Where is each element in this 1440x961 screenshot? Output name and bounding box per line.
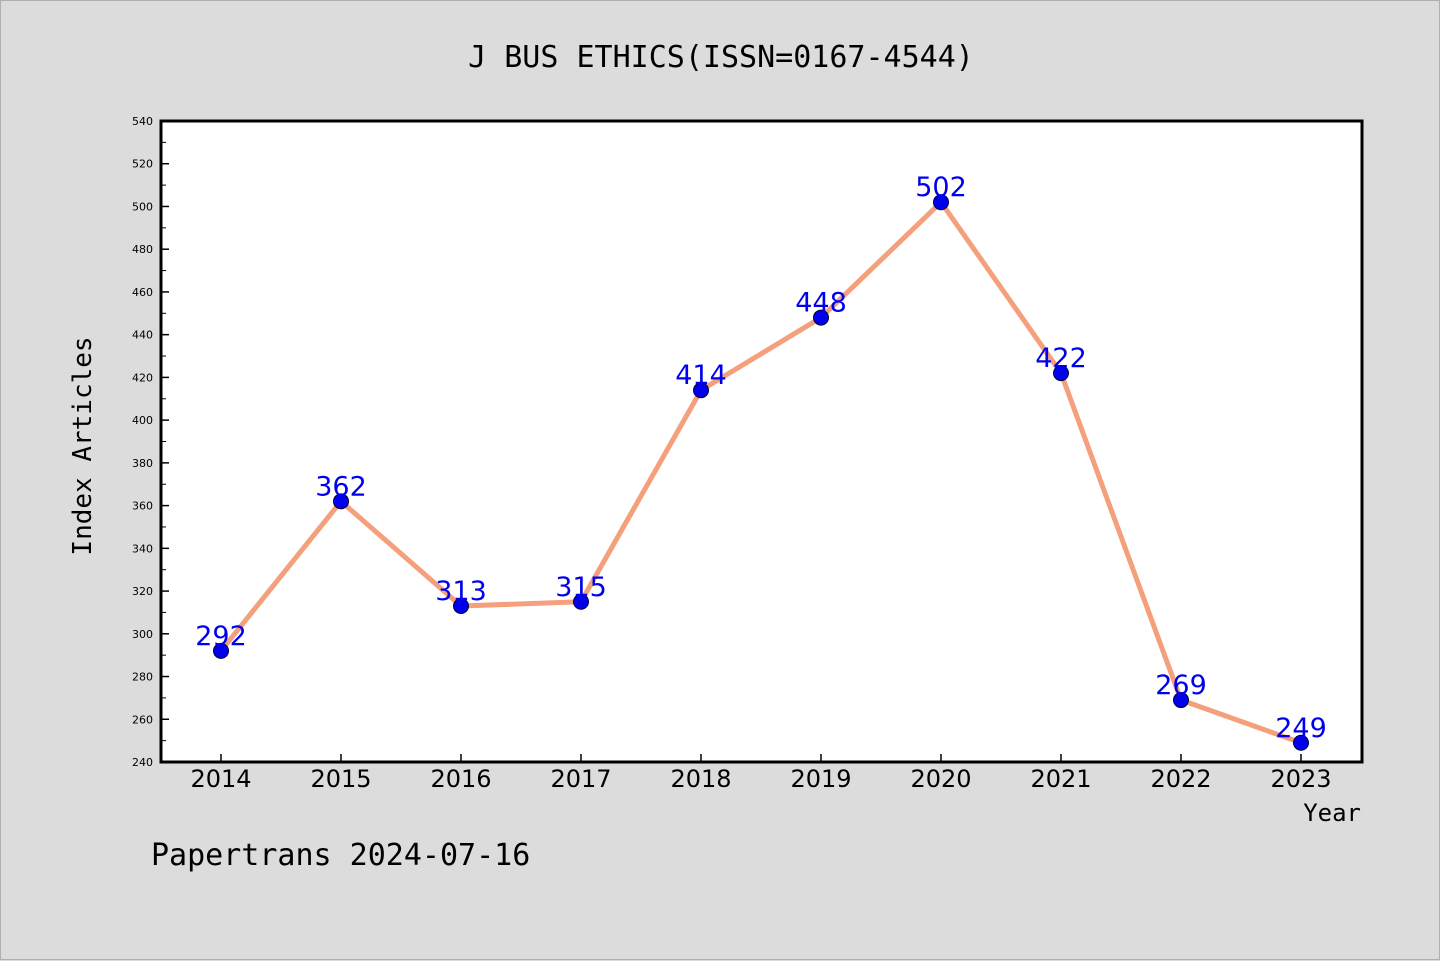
x-tick-label: 2019 xyxy=(790,765,851,793)
data-point xyxy=(333,493,349,510)
y-tick-label: 240 xyxy=(132,756,153,769)
data-point xyxy=(1053,365,1069,382)
data-label: 502 xyxy=(915,172,967,203)
y-tick-label: 280 xyxy=(132,671,153,684)
y-axis: 240 260 280 300 320 340 360 380 400 420 440 460 480 5… xyxy=(132,115,169,769)
data-label: 292 xyxy=(195,621,247,652)
y-tick-label: 540 xyxy=(132,115,153,128)
x-tick-label: 2014 xyxy=(190,765,251,793)
data-point xyxy=(453,598,469,615)
data-point xyxy=(693,382,709,399)
footer-stamp: Papertrans 2024-07-16 xyxy=(151,838,530,873)
data-labels: 292 362 313 315 414 448 502 422 269 249 xyxy=(195,172,1327,744)
data-point xyxy=(1173,692,1189,709)
y-tick-label: 500 xyxy=(132,200,153,213)
x-tick-label: 2020 xyxy=(910,765,971,793)
y-tick-label: 480 xyxy=(132,243,153,256)
plot-area xyxy=(159,119,1364,764)
data-label: 422 xyxy=(1035,343,1087,374)
x-axis-label: Year xyxy=(1303,799,1361,827)
data-label: 313 xyxy=(435,576,487,607)
x-tick-label: 2017 xyxy=(550,765,611,793)
series-line xyxy=(218,199,1304,746)
y-axis-label: Index Articles xyxy=(68,336,98,555)
y-tick-label: 460 xyxy=(132,286,153,299)
data-point xyxy=(213,642,229,659)
x-tick-label: 2021 xyxy=(1030,765,1091,793)
y-tick-label: 520 xyxy=(132,158,153,171)
data-point xyxy=(1293,734,1309,751)
data-label: 362 xyxy=(315,471,367,502)
data-label: 448 xyxy=(795,288,847,319)
x-tick-label: 2016 xyxy=(430,765,491,793)
x-tick-label: 2015 xyxy=(310,765,371,793)
data-point xyxy=(573,593,589,610)
y-tick-label: 260 xyxy=(132,713,153,726)
y-tick-label: 320 xyxy=(132,585,153,598)
x-tick-label: 2018 xyxy=(670,765,731,793)
data-label: 315 xyxy=(555,572,607,603)
data-point xyxy=(933,194,949,211)
x-axis: 2014 2015 2016 2017 2018 2019 2020 2021 2022 2023 xyxy=(190,754,1332,793)
y-tick-label: 360 xyxy=(132,500,153,513)
data-label: 414 xyxy=(675,360,727,391)
y-tick-label: 300 xyxy=(132,628,153,641)
chart-title: J BUS ETHICS(ISSN=0167-4544) xyxy=(468,40,974,75)
data-label: 249 xyxy=(1275,713,1327,744)
x-tick-label: 2023 xyxy=(1270,765,1331,793)
x-tick-label: 2022 xyxy=(1150,765,1211,793)
series-polyline xyxy=(218,199,1304,746)
data-points xyxy=(213,194,1309,751)
data-point xyxy=(813,309,829,326)
y-tick-label: 380 xyxy=(132,457,153,470)
y-tick-label: 340 xyxy=(132,542,153,555)
data-label: 269 xyxy=(1155,670,1207,701)
y-tick-label: 440 xyxy=(132,329,153,342)
y-tick-label: 400 xyxy=(132,414,153,427)
y-tick-label: 420 xyxy=(132,371,153,384)
